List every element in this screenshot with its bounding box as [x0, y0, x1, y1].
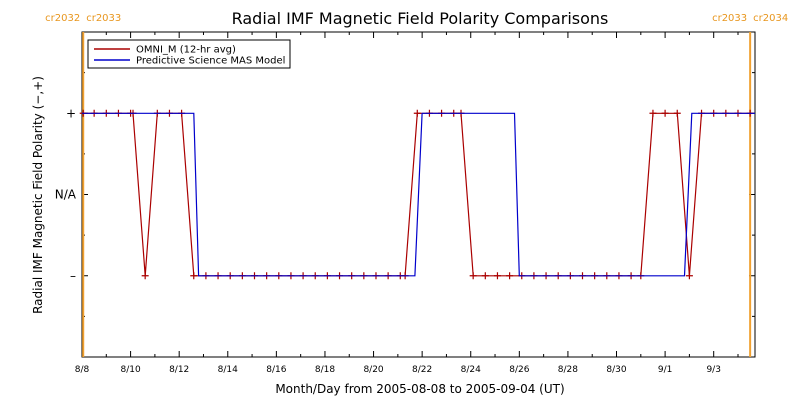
y-tick-label: +: [66, 106, 76, 120]
x-tick-label: 8/16: [266, 365, 286, 375]
legend-box: [87, 39, 291, 69]
series-1-point: [141, 272, 149, 280]
series-line-1: [83, 112, 751, 277]
rotation-label-left: cr2032: [45, 13, 80, 24]
x-tick-label: 9/3: [706, 365, 720, 375]
x-tick-label: 8/26: [509, 365, 529, 375]
series-1-point: [685, 272, 693, 280]
legend-label-2: Predictive Science MAS Model: [136, 56, 285, 67]
x-tick-label: 9/1: [658, 365, 672, 375]
legend: OMNI_M (12-hr avg)Predictive Science MAS…: [87, 39, 291, 69]
legend-label-1: OMNI_M (12-hr avg): [136, 45, 236, 56]
y-tick-label: N/A: [55, 188, 77, 202]
y-axis-label: Radial IMF Magnetic Field Polarity (−,+): [31, 76, 45, 314]
series-1-point: [661, 109, 669, 117]
rotation-label-right: cr2034: [753, 13, 788, 24]
x-tick-label: 8/14: [218, 365, 238, 375]
x-tick-label: 8/8: [75, 365, 90, 375]
x-tick-label: 8/30: [606, 365, 626, 375]
x-tick-label: 8/18: [315, 365, 335, 375]
series-1-point: [413, 109, 421, 117]
rotation-label-right: cr2033: [86, 13, 121, 24]
x-tick-label: 8/22: [412, 365, 432, 375]
x-tick-label: 8/24: [461, 365, 481, 375]
x-axis-label: Month/Day from 2005-08-08 to 2005-09-04 …: [275, 382, 564, 396]
series-1-point: [481, 272, 489, 280]
chart-title: Radial IMF Magnetic Field Polarity Compa…: [232, 9, 609, 28]
series-1-point: [506, 272, 514, 280]
x-tick-label: 8/10: [120, 365, 140, 375]
series-1-point: [190, 272, 198, 280]
y-tick-label: –: [70, 269, 76, 283]
series-1-point: [649, 109, 657, 117]
x-tick-label: 8/20: [363, 365, 383, 375]
series-1-point: [469, 272, 477, 280]
series-line-2: [82, 112, 755, 277]
x-tick-label: 8/12: [169, 365, 189, 375]
rotation-label-left: cr2033: [712, 13, 747, 24]
series-1-point: [493, 272, 501, 280]
plot-area: 8/8 8/10 8/12 8/14 8/16 8/18 8/20 8/22 8/24 8/26 8…: [45, 13, 788, 375]
series-1-point: [673, 109, 681, 117]
x-tick-label: 8/28: [558, 365, 578, 375]
